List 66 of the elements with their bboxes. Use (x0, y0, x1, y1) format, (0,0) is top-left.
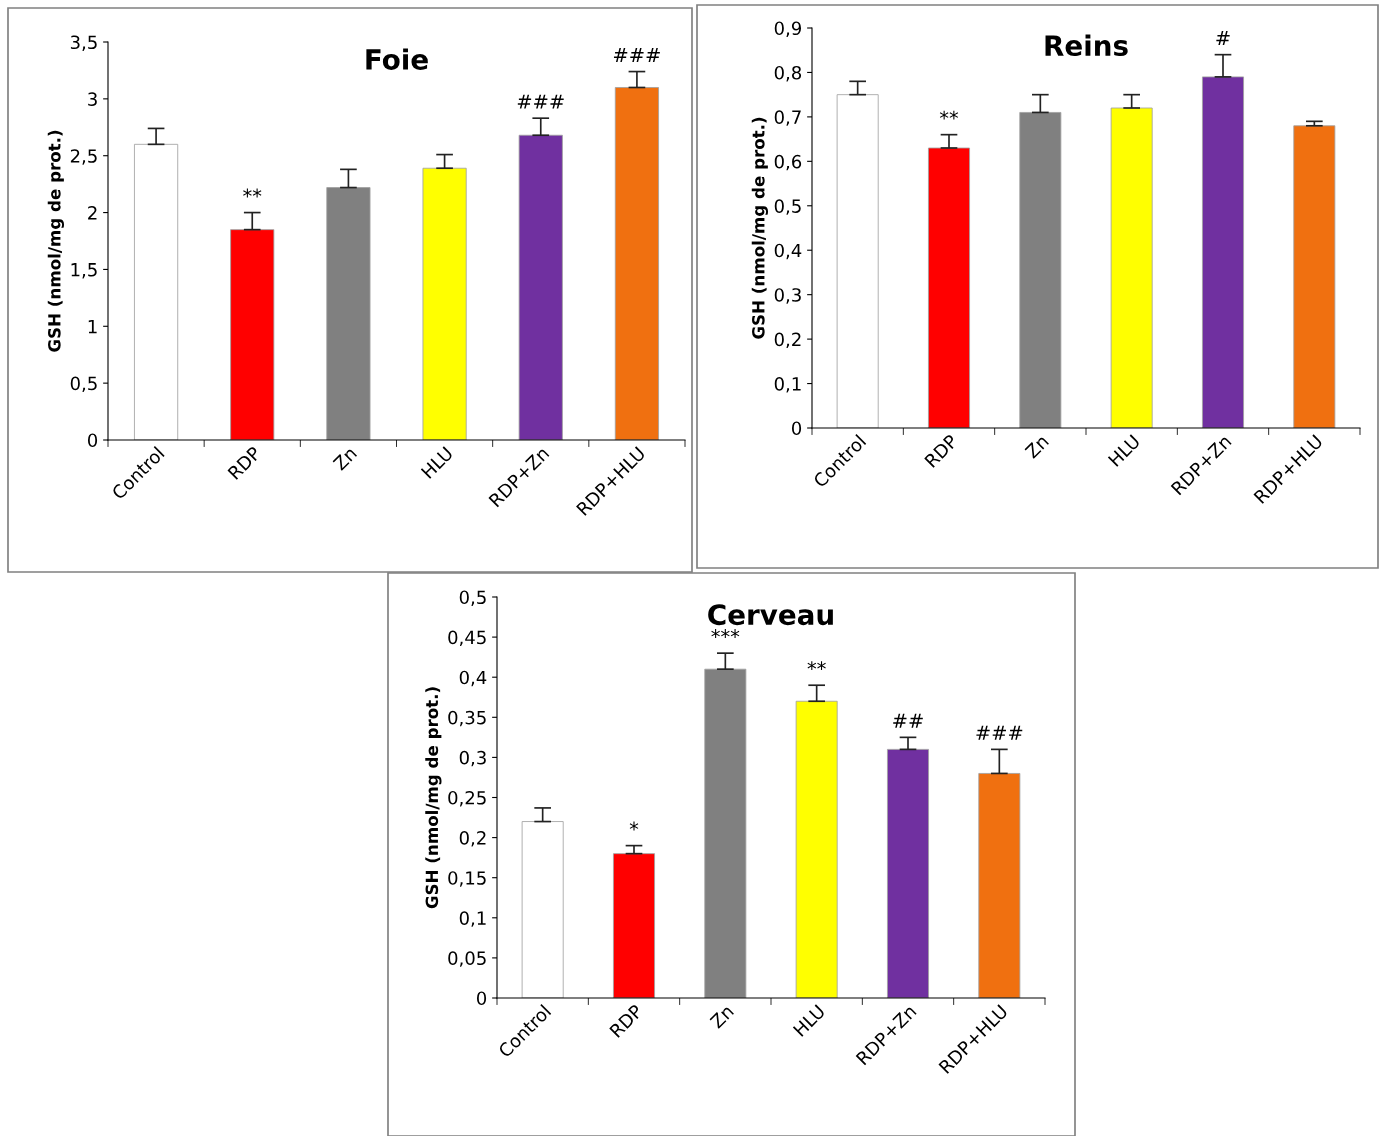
y-axis-title: GSH (nmol/mg de prot.) (751, 117, 769, 339)
annotation: ** (807, 661, 826, 671)
y-tick-label: 0,15 (448, 871, 486, 887)
y-tick-label: 3 (88, 92, 97, 106)
bar (1110, 107, 1153, 428)
annotation: ### (613, 48, 660, 62)
annotation: ** (243, 188, 262, 198)
y-tick-label: 0,7 (774, 110, 801, 126)
bar (518, 134, 563, 440)
annotation: ### (976, 725, 1023, 740)
y-tick-label: 0,5 (70, 376, 97, 393)
annotation: ** (939, 110, 959, 120)
y-tick-label: 0,5 (459, 590, 486, 606)
bar (795, 700, 838, 998)
y-tick-label: 0 (476, 991, 487, 1006)
chart-title: Cerveau (708, 604, 833, 626)
y-tick-label: 0,1 (459, 911, 486, 927)
y-axis-title: GSH (nmol/mg de prot.) (47, 130, 65, 352)
bar (887, 748, 929, 998)
y-tick-label: 0,6 (774, 154, 802, 171)
y-tick-label: 2,5 (70, 149, 97, 165)
bar (230, 229, 275, 440)
bar (521, 821, 564, 998)
bar (928, 147, 970, 428)
bar (978, 773, 1021, 998)
y-tick-label: 0,25 (448, 790, 486, 807)
annotation: ### (517, 94, 564, 109)
chart-title: Foie (366, 48, 428, 70)
x-tick-label: Zn (1024, 434, 1049, 459)
bar (326, 187, 371, 440)
annotation: *** (711, 629, 740, 638)
bar (1293, 125, 1336, 428)
y-tick-label: 2 (88, 206, 97, 220)
x-tick-label: Zn (332, 446, 358, 471)
bar (613, 853, 655, 998)
annotation: ## (893, 713, 923, 728)
y-tick-label: 0,9 (774, 21, 802, 37)
y-tick-label: 0,2 (459, 831, 486, 847)
annotation: # (1216, 31, 1230, 46)
y-tick-label: 1,5 (71, 263, 97, 279)
bar (614, 87, 659, 440)
chart-title: Reins (1045, 34, 1128, 57)
y-tick-label: 0,45 (448, 630, 486, 647)
y-tick-label: 0,3 (459, 750, 486, 767)
bar (1202, 76, 1244, 428)
bar (422, 167, 467, 440)
y-tick-label: 0 (87, 433, 98, 448)
bar (1019, 112, 1062, 428)
y-tick-label: 1 (88, 319, 97, 334)
y-axis-title: GSH (nmol/mg de prot.) (425, 687, 442, 909)
y-tick-label: 0,1 (774, 377, 801, 393)
y-tick-label: 0,05 (448, 951, 486, 967)
y-tick-label: 0,35 (448, 710, 486, 727)
bar (836, 94, 879, 428)
annotation: * (629, 821, 639, 831)
y-tick-label: 3,5 (70, 35, 97, 51)
y-tick-label: 0,4 (774, 243, 802, 260)
y-tick-label: 0,4 (459, 670, 487, 687)
y-tick-label: 0,5 (774, 199, 801, 215)
x-tick-label: Zn (709, 1004, 734, 1029)
y-tick-label: 0,2 (774, 332, 801, 349)
y-tick-label: 0 (791, 421, 802, 436)
bar (704, 668, 747, 998)
bar (134, 143, 179, 440)
y-tick-label: 0,8 (774, 65, 802, 82)
y-tick-label: 0,3 (774, 288, 801, 304)
